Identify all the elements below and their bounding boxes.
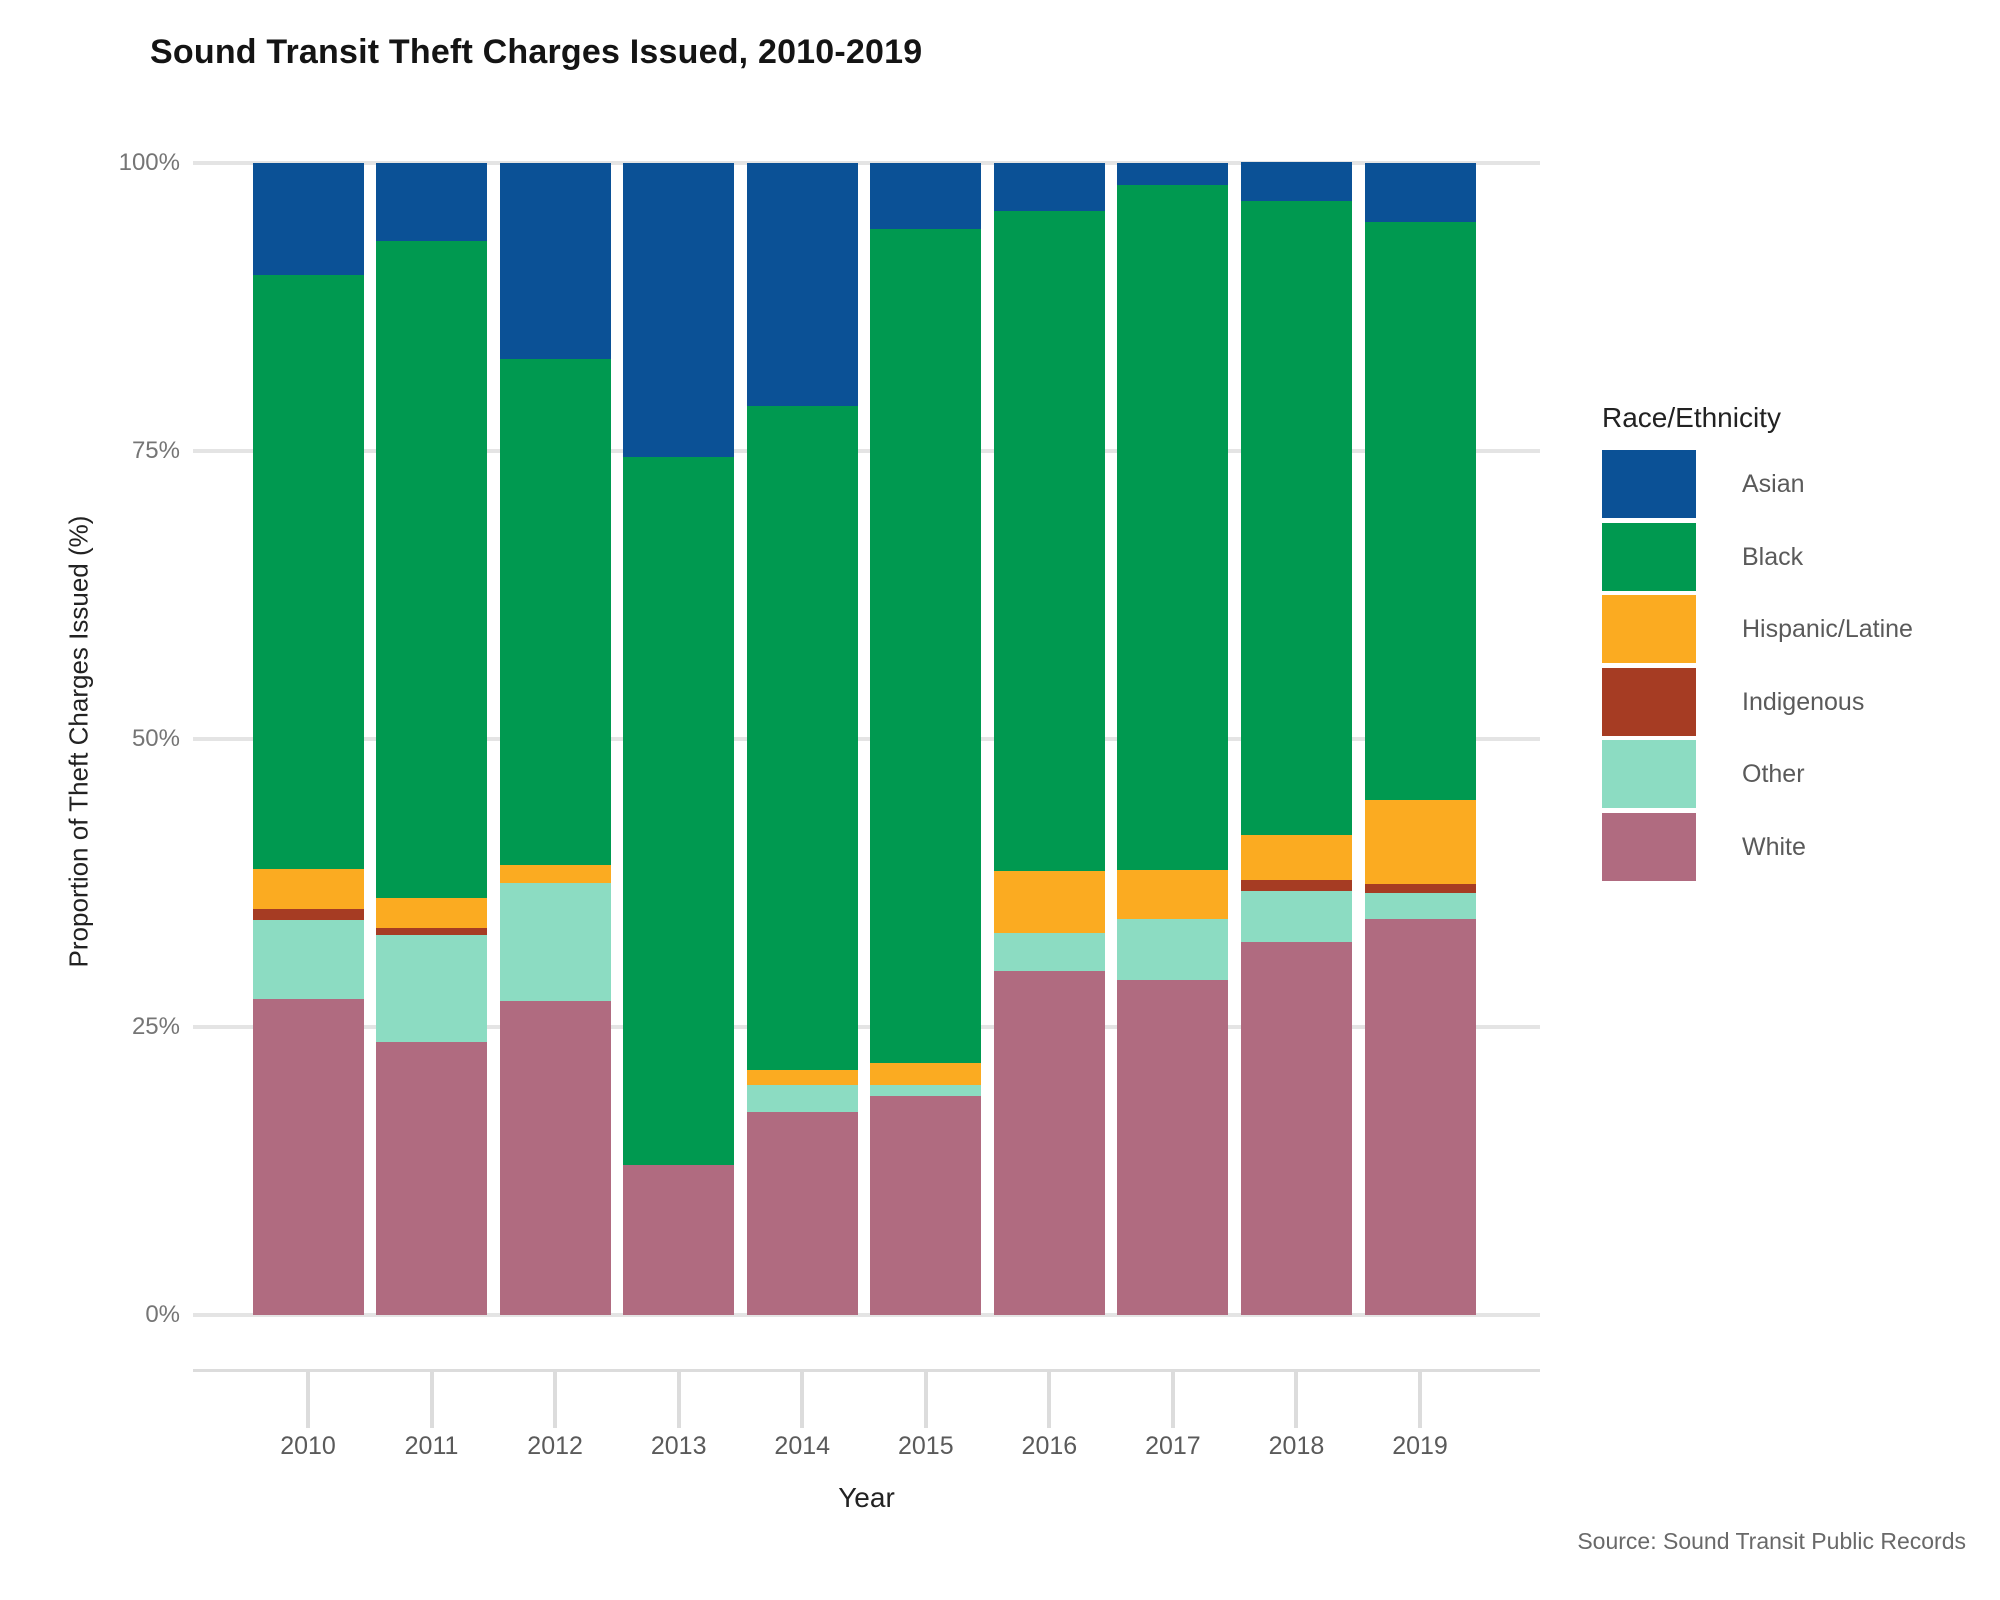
gridline xyxy=(193,1025,1540,1029)
bar-segment-hispanic-latine xyxy=(746,1069,858,1085)
bar-segment-black xyxy=(1364,221,1476,801)
legend-title: Race/Ethnicity xyxy=(1602,402,1781,433)
bar-segment-indigenous xyxy=(1240,879,1352,892)
x-tick xyxy=(1294,1371,1299,1428)
bar-segment-other xyxy=(1240,891,1352,942)
x-tick-label: 2016 xyxy=(1021,1432,1078,1460)
x-tick xyxy=(923,1371,928,1428)
bar-segment-white xyxy=(1117,979,1229,1315)
x-tick-label: 2015 xyxy=(897,1432,954,1460)
bar-2014 xyxy=(746,163,858,1315)
bar-segment-other xyxy=(746,1084,858,1113)
x-tick-label: 2017 xyxy=(1145,1432,1201,1460)
bar-segment-black xyxy=(376,241,488,898)
bar-segment-white xyxy=(376,1041,488,1315)
y-tick-label: 75% xyxy=(131,437,180,464)
bar-segment-asian xyxy=(376,163,488,242)
bar-segment-other xyxy=(1117,918,1229,980)
bar-segment-hispanic-latine xyxy=(1240,834,1352,880)
x-tick-label: 2012 xyxy=(527,1432,583,1460)
bar-2010 xyxy=(252,163,364,1315)
bar-segment-asian xyxy=(499,163,611,359)
x-tick xyxy=(553,1371,558,1428)
bar-segment-hispanic-latine xyxy=(1117,870,1229,919)
x-tick-label: 2013 xyxy=(650,1432,707,1460)
bar-segment-asian xyxy=(746,163,858,407)
x-tick xyxy=(1418,1371,1423,1428)
bar-segment-white xyxy=(252,999,364,1315)
bar-segment-hispanic-latine xyxy=(870,1062,982,1085)
bar-segment-other xyxy=(993,932,1105,971)
x-tick-label: 2014 xyxy=(774,1432,831,1460)
bar-segment-other xyxy=(252,919,364,1000)
bar-segment-white xyxy=(746,1112,858,1315)
bar-segment-white xyxy=(993,970,1105,1315)
x-tick xyxy=(306,1371,310,1428)
bar-segment-black xyxy=(870,228,982,1063)
bar-segment-hispanic-latine xyxy=(1364,800,1476,885)
x-tick-label: 2010 xyxy=(280,1432,336,1460)
bar-segment-black xyxy=(252,274,364,870)
x-axis-line xyxy=(193,1369,1540,1372)
x-axis-title: Year xyxy=(838,1482,895,1513)
x-tick xyxy=(429,1371,434,1428)
bar-segment-other xyxy=(1364,893,1476,919)
y-tick-label: 50% xyxy=(131,725,180,752)
bar-segment-black xyxy=(746,406,858,1070)
bar-segment-indigenous xyxy=(252,909,364,920)
x-tick xyxy=(800,1371,805,1428)
bar-segment-white xyxy=(499,1000,611,1315)
chart-title: Sound Transit Theft Charges Issued, 2010… xyxy=(150,33,923,71)
bar-segment-other xyxy=(870,1084,982,1097)
bar-segment-other xyxy=(376,934,488,1042)
x-tick xyxy=(676,1371,681,1428)
bar-2019 xyxy=(1364,163,1476,1315)
bar-segment-black xyxy=(1240,201,1352,835)
bar-segment-asian xyxy=(252,163,364,275)
bar-segment-asian xyxy=(870,163,982,229)
gridline xyxy=(193,161,1540,165)
bar-2018 xyxy=(1240,161,1352,1315)
x-tick-label: 2019 xyxy=(1392,1432,1448,1460)
bar-2012 xyxy=(499,163,611,1315)
bar-segment-asian xyxy=(1117,163,1229,185)
gridline xyxy=(193,449,1540,453)
gridline xyxy=(193,1313,1540,1317)
bar-segment-hispanic-latine xyxy=(376,897,488,928)
bar-segment-hispanic-latine xyxy=(499,864,611,883)
bar-segment-hispanic-latine xyxy=(252,869,364,910)
y-tick-label: 25% xyxy=(131,1013,180,1040)
bar-segment-black xyxy=(499,358,611,865)
bar-2016 xyxy=(993,163,1105,1315)
bar-segment-indigenous xyxy=(1364,884,1476,894)
x-tick-label: 2011 xyxy=(404,1432,459,1460)
y-tick-label: 0% xyxy=(145,1301,180,1328)
bar-segment-white xyxy=(870,1096,982,1315)
source-caption: Source: Sound Transit Public Records xyxy=(1577,1528,1966,1554)
gridline xyxy=(193,737,1540,741)
bar-segment-hispanic-latine xyxy=(993,871,1105,933)
bar-segment-asian xyxy=(1364,163,1476,222)
bar-segment-black xyxy=(1117,184,1229,871)
bar-2013 xyxy=(623,163,735,1315)
y-tick-label: 100% xyxy=(118,149,180,176)
bar-segment-white xyxy=(1364,918,1476,1315)
bar-segment-other xyxy=(499,883,611,1001)
bar-segment-asian xyxy=(993,163,1105,212)
x-tick-label: 2018 xyxy=(1268,1432,1325,1460)
bar-2017 xyxy=(1117,163,1229,1315)
x-tick xyxy=(1170,1371,1175,1428)
bar-segment-white xyxy=(623,1165,735,1315)
bar-segment-white xyxy=(1240,941,1352,1315)
x-tick xyxy=(1047,1371,1052,1428)
bar-segment-indigenous xyxy=(376,927,488,935)
bar-2011 xyxy=(376,163,488,1315)
bar-2015 xyxy=(870,163,982,1315)
bar-segment-asian xyxy=(1240,161,1352,202)
bar-segment-black xyxy=(623,456,735,1166)
bar-segment-black xyxy=(993,211,1105,872)
bar-segment-asian xyxy=(623,163,735,457)
